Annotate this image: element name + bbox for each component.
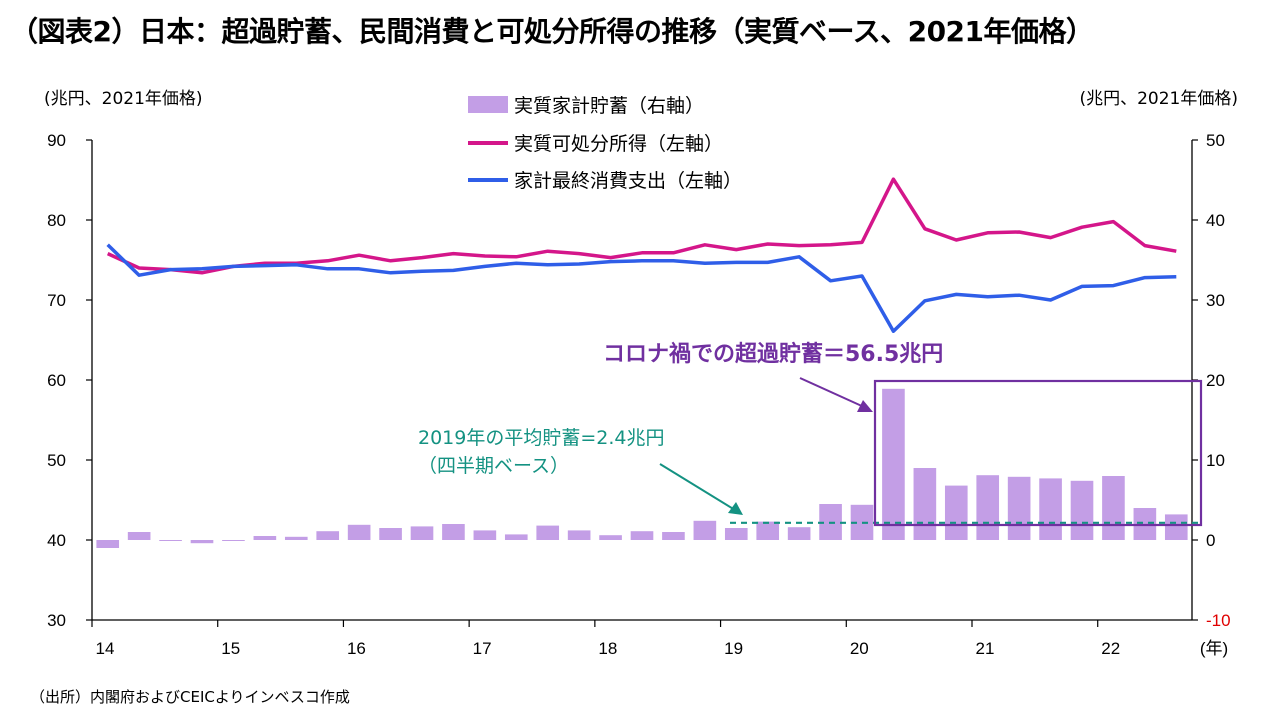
left-axis-unit: (兆円、2021年価格) — [44, 89, 203, 109]
chart-title: （図表2）日本：超過貯蓄、民間消費と可処分所得の推移（実質ベース、2021年価格… — [10, 15, 1094, 48]
x-tick-label: 17 — [473, 639, 492, 658]
avg-2019-sublabel: （四半期ベース） — [418, 455, 569, 477]
left-tick-label: 40 — [47, 531, 66, 550]
x-tick-label: 14 — [96, 639, 115, 658]
legend-consumption-label: 家計最終消費支出（左軸） — [514, 170, 742, 192]
x-tick-label: 15 — [221, 639, 240, 658]
x-tick-label: 19 — [724, 639, 743, 658]
left-tick-label: 80 — [47, 211, 66, 230]
savings-bar — [724, 528, 748, 540]
savings-bar — [284, 536, 308, 540]
excess-savings-box — [873, 379, 1203, 527]
left-tick-label: 30 — [47, 611, 66, 630]
avg-2019-arrowhead — [728, 502, 743, 515]
x-tick-label: 18 — [598, 639, 617, 658]
savings-bar — [96, 540, 120, 548]
legend-income-label: 実質可処分所得（左軸） — [514, 133, 723, 155]
x-tick-label: 21 — [976, 639, 995, 658]
excess-savings-label: コロナ禍での超過貯蓄＝56.5兆円 — [603, 341, 943, 367]
savings-bar — [442, 524, 465, 540]
right-tick-label: 40 — [1206, 211, 1225, 230]
savings-bar — [944, 485, 968, 540]
savings-bar — [882, 388, 905, 540]
savings-bar — [1102, 476, 1125, 540]
savings-bar — [159, 540, 182, 541]
x-axis-unit: (年) — [1200, 639, 1228, 658]
savings-bar — [1007, 476, 1031, 540]
avg-2019-arrow — [659, 463, 736, 511]
right-tick-label: 20 — [1206, 371, 1225, 390]
left-tick-label: 90 — [47, 131, 66, 150]
savings-bar — [222, 540, 245, 541]
income-line — [106, 177, 1177, 275]
consumption-line — [106, 243, 1177, 333]
excess-savings-arrowhead — [857, 400, 873, 412]
legend-bar-label: 実質家計貯蓄（右軸） — [514, 95, 704, 117]
savings-bar — [504, 534, 528, 540]
savings-bar — [316, 531, 340, 540]
savings-bar — [756, 521, 780, 540]
savings-bar — [473, 530, 497, 540]
savings-bar — [410, 526, 434, 540]
savings-bar — [630, 531, 654, 540]
savings-bar — [347, 524, 371, 540]
savings-bar — [662, 532, 685, 540]
right-tick-label: 0 — [1206, 531, 1215, 550]
right-tick-label: 10 — [1206, 451, 1225, 470]
source-note: （出所）内閣府およびCEICよりインベスコ作成 — [30, 688, 350, 706]
savings-bar — [693, 520, 717, 540]
x-tick-label: 22 — [1101, 639, 1120, 658]
savings-bar — [253, 536, 277, 540]
savings-bar — [787, 527, 811, 540]
legend-bar-swatch — [468, 96, 508, 113]
savings-bar — [1164, 514, 1188, 540]
right-tick-label: -10 — [1206, 611, 1231, 630]
savings-bar — [1039, 478, 1062, 540]
right-axis-unit: (兆円、2021年価格) — [1079, 89, 1238, 109]
savings-bar — [190, 540, 214, 544]
savings-bar — [1070, 480, 1094, 540]
excess-savings-arrow — [799, 377, 865, 408]
left-tick-label: 50 — [47, 451, 66, 470]
savings-bar — [567, 530, 591, 540]
x-tick-label: 20 — [850, 639, 869, 658]
left-tick-label: 60 — [47, 371, 66, 390]
savings-bar — [379, 528, 402, 540]
savings-bar — [976, 475, 1000, 540]
right-tick-label: 30 — [1206, 291, 1225, 310]
x-tick-label: 16 — [347, 639, 366, 658]
left-tick-label: 70 — [47, 291, 66, 310]
savings-bar — [127, 532, 151, 540]
right-tick-label: 50 — [1206, 131, 1225, 150]
savings-bar — [599, 535, 622, 540]
savings-bar — [913, 468, 937, 540]
avg-2019-label: 2019年の平均貯蓄=2.4兆円 — [418, 427, 665, 449]
savings-bar — [536, 525, 560, 540]
